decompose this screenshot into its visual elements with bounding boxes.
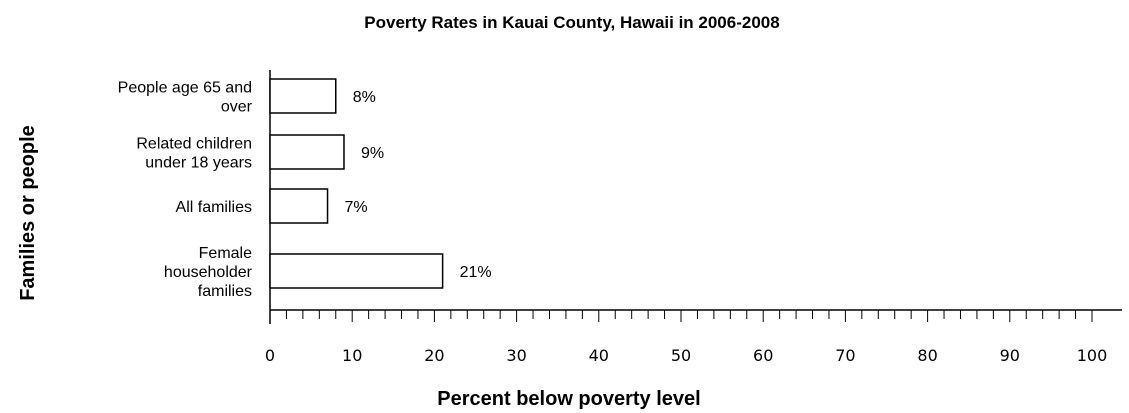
x-tick-label: 50 xyxy=(671,346,691,365)
x-tick-label: 30 xyxy=(506,346,526,365)
bar-value-label: 8% xyxy=(353,89,376,106)
x-tick-label: 40 xyxy=(589,346,609,365)
bar xyxy=(269,188,329,224)
category-label: Female householder families xyxy=(164,245,253,300)
category-label: All families xyxy=(176,199,252,216)
bar xyxy=(269,253,444,289)
x-tick-label: 90 xyxy=(1000,346,1020,365)
x-axis-title: Percent below poverty level xyxy=(437,388,700,410)
y-axis-title: Families or people xyxy=(17,125,39,301)
chart-title: Poverty Rates in Kauai County, Hawaii in… xyxy=(364,13,779,32)
plot-area: 0 10 20 30 40 50 60 70 80 90 100 8% People age 65 an… xyxy=(118,70,1122,365)
category-label: People age 65 and over xyxy=(118,80,253,116)
x-tick-label: 60 xyxy=(753,346,773,365)
x-tick-label: 10 xyxy=(342,346,362,365)
x-tick-label: 0 xyxy=(265,346,275,365)
category-label: Related children under 18 years xyxy=(136,136,252,172)
bar xyxy=(269,78,337,114)
bar-value-label: 7% xyxy=(345,199,368,216)
bar xyxy=(269,134,345,170)
x-tick-label: 70 xyxy=(835,346,855,365)
bar-value-label: 9% xyxy=(361,145,384,162)
x-tick-label: 100 xyxy=(1077,346,1108,365)
x-tick-label: 80 xyxy=(917,346,937,365)
x-tick-label: 20 xyxy=(424,346,444,365)
bar-value-label: 21% xyxy=(460,264,492,281)
